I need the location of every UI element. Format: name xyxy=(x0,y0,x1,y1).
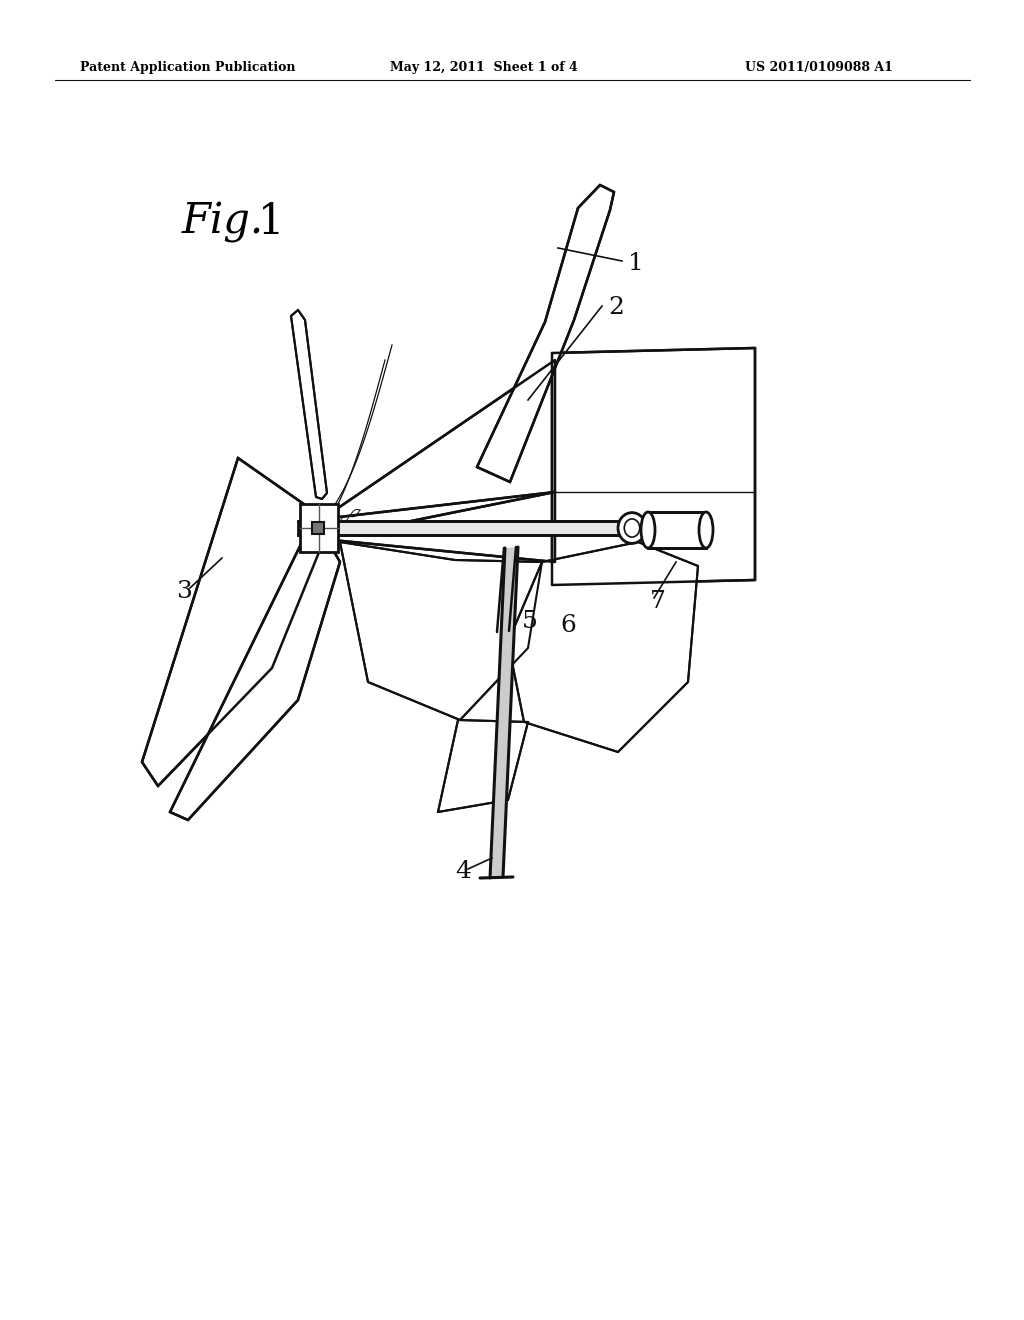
Polygon shape xyxy=(298,521,695,535)
Polygon shape xyxy=(170,543,340,820)
Polygon shape xyxy=(291,310,327,499)
Bar xyxy=(312,521,324,535)
Ellipse shape xyxy=(641,512,655,548)
Polygon shape xyxy=(340,543,542,719)
Polygon shape xyxy=(552,348,755,585)
Ellipse shape xyxy=(699,512,713,548)
Polygon shape xyxy=(142,458,328,785)
Text: 1: 1 xyxy=(258,201,285,243)
Ellipse shape xyxy=(618,512,646,544)
Ellipse shape xyxy=(625,519,640,537)
Polygon shape xyxy=(508,543,698,752)
Text: 7: 7 xyxy=(650,590,666,614)
Polygon shape xyxy=(648,512,706,548)
Text: 5: 5 xyxy=(522,610,538,634)
Text: May 12, 2011  Sheet 1 of 4: May 12, 2011 Sheet 1 of 4 xyxy=(390,61,578,74)
Text: 3: 3 xyxy=(176,581,191,603)
Text: 1: 1 xyxy=(628,252,644,275)
Text: Fig.: Fig. xyxy=(182,201,264,243)
Bar xyxy=(300,504,338,552)
Polygon shape xyxy=(438,719,528,812)
Text: 6: 6 xyxy=(560,615,575,638)
Polygon shape xyxy=(322,360,555,519)
Text: US 2011/0109088 A1: US 2011/0109088 A1 xyxy=(745,61,893,74)
Polygon shape xyxy=(490,546,518,878)
Polygon shape xyxy=(477,185,614,482)
Text: 2: 2 xyxy=(608,297,624,319)
Text: Patent Application Publication: Patent Application Publication xyxy=(80,61,296,74)
Polygon shape xyxy=(322,492,555,562)
Text: 4: 4 xyxy=(455,861,471,883)
